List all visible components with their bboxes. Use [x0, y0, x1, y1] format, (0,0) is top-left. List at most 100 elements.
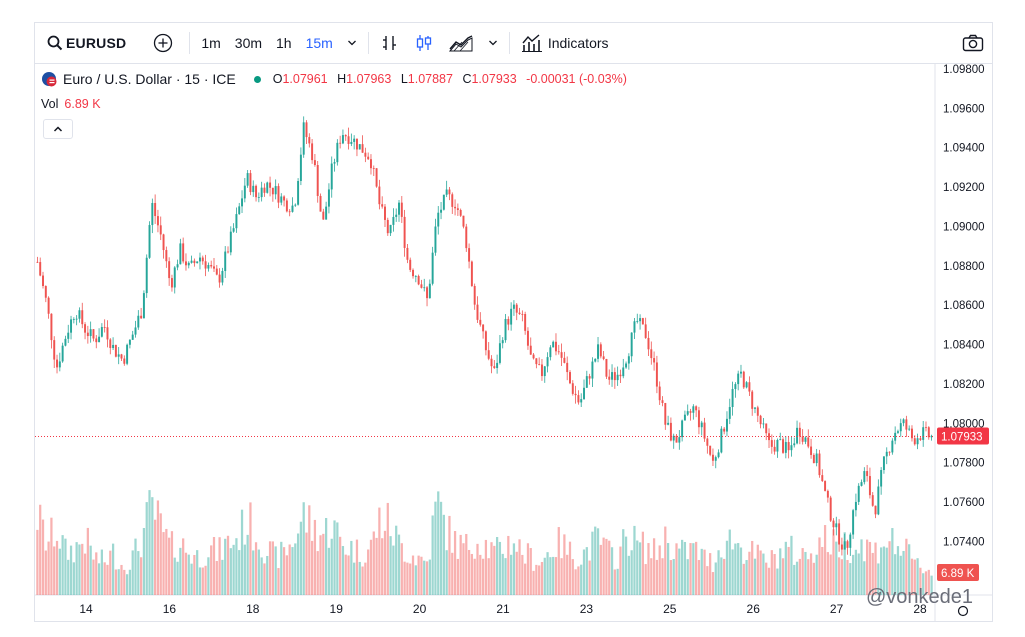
candle-body	[689, 411, 692, 413]
volume-bar	[434, 501, 437, 595]
candle-body	[423, 287, 426, 289]
volume-bar	[409, 563, 412, 595]
candle-body	[56, 359, 59, 368]
candle-body	[114, 344, 117, 357]
candle-body	[490, 358, 493, 367]
candle-body	[479, 319, 482, 325]
indicators-button[interactable]: Indicators	[514, 23, 616, 63]
compare-button[interactable]	[133, 23, 185, 63]
volume-bar	[585, 547, 588, 595]
volume-bar	[271, 541, 274, 595]
snapshot-button[interactable]	[955, 23, 992, 63]
symbol-search[interactable]: EURUSD	[35, 23, 133, 63]
candle-body	[86, 332, 89, 337]
volume-bar	[168, 537, 171, 595]
volume-bar	[624, 536, 628, 595]
interval-1m[interactable]: 1m	[194, 23, 227, 63]
indicators-label: Indicators	[547, 35, 609, 51]
candle-body	[154, 202, 157, 217]
volume-bar	[372, 531, 375, 595]
volume-bar	[498, 541, 502, 595]
volume-bar	[83, 553, 87, 595]
bar-style-button[interactable]	[373, 23, 407, 63]
candle-body	[196, 261, 199, 264]
volume-bar	[229, 548, 232, 595]
volume-bar	[97, 563, 101, 595]
volume-bar	[837, 557, 841, 595]
candle-body	[779, 439, 782, 441]
candle-body	[863, 471, 866, 483]
candle-body	[908, 428, 911, 430]
volume-bar	[36, 529, 39, 595]
candle-body	[773, 446, 776, 452]
candle-body	[476, 304, 479, 320]
volume-bar	[840, 559, 844, 595]
candle-body	[487, 350, 490, 359]
volume-bar	[588, 560, 591, 595]
volume-bar	[481, 558, 485, 595]
volume-bar	[173, 557, 176, 595]
axis-settings-icon	[957, 605, 969, 617]
candle-body	[431, 252, 434, 284]
candle-body	[832, 520, 835, 528]
candle-body	[824, 481, 827, 491]
candle-body	[667, 422, 670, 425]
volume-bar	[762, 553, 765, 595]
candle-body	[818, 453, 821, 476]
volume-bar	[776, 568, 779, 595]
candles-style-button[interactable]	[407, 23, 441, 63]
volume-bar	[765, 562, 768, 595]
candle-body	[636, 321, 639, 322]
interval-30m[interactable]: 30m	[228, 23, 269, 63]
candle-body	[686, 411, 689, 415]
chart-type-dropdown[interactable]	[481, 23, 505, 63]
interval-1h[interactable]: 1h	[269, 23, 299, 63]
candle-body	[92, 329, 95, 339]
volume-bar	[880, 547, 883, 595]
candle-body	[176, 264, 179, 268]
volume-bar	[268, 541, 272, 595]
volume-bar	[347, 555, 350, 595]
volume-bar	[313, 519, 317, 595]
volume-bar	[669, 560, 673, 595]
candle-body	[557, 351, 560, 353]
volume-bar	[894, 554, 897, 595]
volume-bar	[400, 543, 403, 595]
collapse-legend-button[interactable]	[43, 119, 73, 139]
interval-dropdown[interactable]	[340, 23, 364, 63]
volume-bar	[375, 537, 378, 595]
volume-bar	[114, 569, 118, 595]
candle-body	[737, 373, 740, 385]
chevron-down-icon	[488, 40, 497, 46]
y-tick-label: 1.08200	[943, 379, 985, 391]
candle-body	[184, 261, 187, 266]
candle-body	[159, 225, 162, 235]
candle-body	[540, 364, 543, 377]
toolbar-divider	[189, 32, 191, 54]
candle-body	[468, 248, 471, 262]
area-style-button[interactable]	[441, 23, 481, 63]
interval-15m[interactable]: 15m	[299, 23, 340, 63]
candle-body	[874, 505, 877, 515]
candle-body	[560, 352, 563, 358]
volume-bar	[672, 558, 675, 595]
volume-bar	[927, 569, 930, 595]
volume-bar	[504, 558, 507, 595]
candle-body	[655, 362, 658, 387]
volume-bar	[692, 543, 695, 595]
volume-bar	[641, 531, 644, 595]
candle-body	[602, 356, 605, 360]
candle-body	[501, 340, 504, 344]
candle-body	[695, 406, 698, 411]
volume-bar	[285, 555, 289, 595]
volume-bar	[885, 547, 888, 595]
volume-bar	[109, 550, 112, 595]
last-volume-tag	[937, 564, 979, 581]
price-chart[interactable]: 1.09800 1.09600 1.09400 1.09200 1.09000 1.088…	[35, 23, 992, 621]
volume-bar	[210, 545, 213, 595]
volume-bar	[316, 551, 319, 595]
candle-body	[128, 339, 131, 345]
candle-body	[50, 313, 53, 341]
candle-body	[84, 324, 87, 333]
volume-bar	[574, 569, 577, 595]
